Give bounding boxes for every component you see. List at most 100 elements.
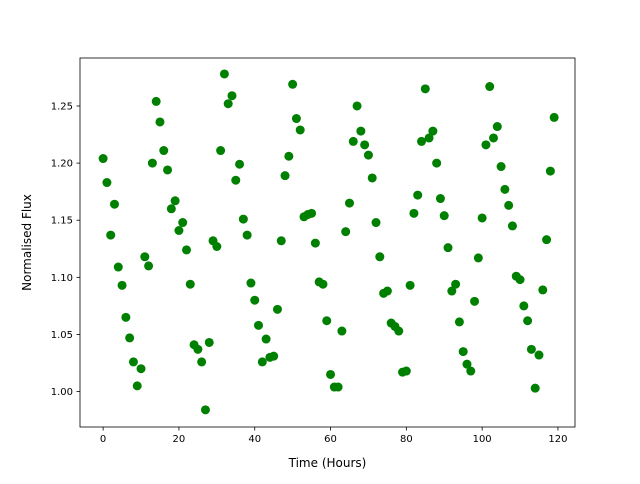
data-point	[416, 136, 426, 146]
data-point	[136, 364, 146, 374]
data-point	[348, 136, 358, 146]
data-point	[424, 133, 434, 143]
data-point	[170, 196, 180, 206]
data-point	[363, 150, 373, 160]
data-point	[185, 279, 195, 289]
data-point	[102, 178, 112, 188]
data-point	[318, 279, 328, 289]
data-point	[326, 369, 336, 379]
data-point	[401, 366, 411, 376]
data-point	[117, 280, 127, 290]
data-point	[106, 230, 116, 240]
data-point	[507, 221, 517, 231]
data-point	[109, 199, 119, 209]
data-point	[193, 344, 203, 354]
data-point	[322, 316, 332, 326]
data-point	[496, 162, 506, 172]
data-point	[337, 326, 347, 336]
data-point	[454, 317, 464, 327]
y-tick-label: 1.25	[51, 101, 73, 112]
data-point	[545, 166, 555, 176]
data-point	[485, 82, 495, 92]
data-point	[492, 122, 502, 132]
x-tick-label: 120	[548, 434, 567, 445]
data-point	[295, 125, 305, 135]
data-point	[439, 211, 449, 221]
x-tick-label: 20	[173, 434, 186, 445]
data-point	[261, 334, 271, 344]
data-point	[458, 347, 468, 357]
y-axis-ticks: 1.00 1.05 1.10 1.15 1.20 1.25	[51, 101, 80, 398]
data-point	[216, 146, 226, 156]
x-tick-label: 60	[324, 434, 337, 445]
data-point	[538, 285, 548, 295]
data-point	[288, 79, 298, 89]
data-point	[276, 236, 286, 246]
data-point	[549, 112, 559, 122]
y-tick-label: 1.05	[51, 330, 73, 341]
data-point	[470, 296, 480, 306]
data-point	[420, 84, 430, 94]
data-point	[394, 326, 404, 336]
data-point	[174, 226, 184, 236]
data-point	[443, 243, 453, 253]
y-axis-label: Normalised Flux	[20, 194, 34, 291]
data-point	[98, 154, 108, 164]
data-point	[269, 351, 279, 361]
data-point	[489, 133, 499, 143]
data-point	[242, 230, 252, 240]
data-point	[238, 214, 248, 224]
data-point	[155, 117, 165, 127]
data-point	[534, 350, 544, 360]
data-point	[212, 241, 222, 251]
data-point	[231, 175, 241, 185]
data-point	[223, 99, 233, 109]
data-point	[352, 101, 362, 111]
x-tick-label: 0	[100, 434, 106, 445]
x-axis-ticks: 0 20 40 60 80 100 120	[100, 427, 567, 445]
data-point	[178, 218, 188, 228]
data-point	[125, 333, 135, 343]
data-point	[254, 320, 264, 330]
data-points	[98, 69, 559, 415]
data-point	[113, 262, 123, 272]
x-axis-label: Time (Hours)	[288, 456, 367, 470]
data-point	[473, 253, 483, 263]
data-point	[515, 275, 525, 285]
data-point	[371, 218, 381, 228]
data-point	[272, 304, 282, 314]
data-point	[310, 238, 320, 248]
data-point	[367, 173, 377, 183]
data-point	[182, 245, 192, 255]
data-point	[159, 146, 169, 156]
data-point	[219, 69, 229, 79]
y-tick-label: 1.15	[51, 216, 73, 227]
data-point	[356, 126, 366, 136]
y-tick-label: 1.00	[51, 387, 73, 398]
data-point	[428, 126, 438, 136]
plot-frame	[79, 57, 576, 428]
data-point	[435, 194, 445, 204]
data-point	[477, 213, 487, 223]
data-point	[284, 151, 294, 161]
data-point	[166, 204, 176, 214]
x-tick-label: 40	[248, 434, 261, 445]
data-point	[204, 337, 214, 347]
data-point	[360, 140, 370, 150]
data-point	[409, 208, 419, 218]
data-point	[280, 171, 290, 181]
x-tick-label: 80	[400, 434, 413, 445]
data-point	[144, 261, 154, 271]
data-point	[307, 208, 317, 218]
data-point	[333, 382, 343, 392]
data-point	[250, 295, 260, 305]
data-point	[462, 359, 472, 369]
y-tick-label: 1.10	[51, 273, 73, 284]
data-point	[451, 279, 461, 289]
data-point	[500, 184, 510, 194]
data-point	[257, 357, 267, 367]
data-point	[151, 96, 161, 106]
data-point	[481, 140, 491, 150]
data-point	[523, 316, 533, 326]
